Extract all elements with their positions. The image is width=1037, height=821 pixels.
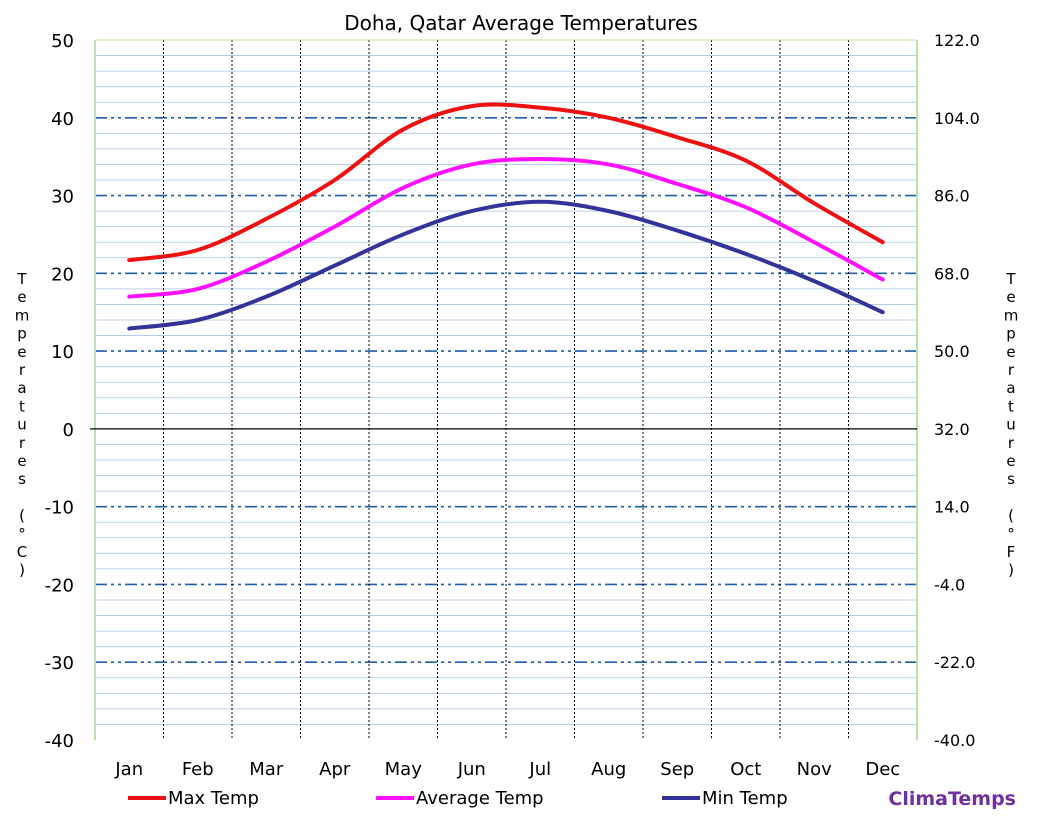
y-tick-label-left: 10 (51, 342, 74, 363)
y-tick-label-left: -30 (45, 653, 74, 674)
axis-label-char: ° (1007, 525, 1015, 543)
axis-label-char: e (17, 452, 26, 470)
axis-label-char: a (1006, 379, 1015, 397)
axis-label-char: m (15, 306, 30, 324)
y-tick-label-right: 32.0 (934, 420, 970, 439)
y-tick-label-right: 50.0 (934, 342, 970, 361)
axis-label-char: r (19, 434, 26, 452)
y-axis-right: 122.0 104.0 86.0 68.0 50.0 32.0 14.0 -4.0 -22.0 -… (934, 31, 980, 750)
y-tick-label-right: -4.0 (934, 575, 965, 594)
y-tick-label-right: 104.0 (934, 109, 980, 128)
axis-label-char: ( (19, 507, 25, 525)
x-tick-label: Jun (457, 759, 486, 780)
x-tick-label: Aug (591, 759, 626, 780)
y-tick-label-left: 50 (51, 31, 74, 52)
y-tick-label-left: -10 (45, 498, 74, 519)
axis-label-char: F (1007, 543, 1016, 561)
y-tick-label-left: -20 (45, 575, 74, 596)
y-tick-label-left: 30 (51, 187, 74, 208)
y-tick-label-left: 20 (51, 264, 74, 285)
y-tick-label-right: -22.0 (934, 653, 975, 672)
min-temp-line (127, 199, 885, 331)
x-tick-label: Feb (182, 759, 214, 780)
axis-label-char: r (19, 361, 26, 379)
x-tick-label: Apr (319, 759, 351, 780)
x-tick-label: Mar (249, 759, 284, 780)
average-temp-line (127, 157, 885, 299)
axis-label-char: s (18, 470, 26, 488)
y-axis-label-left: Temperatures(°C) (15, 270, 30, 579)
x-tick-label: Dec (865, 759, 900, 780)
axis-label-char: m (1004, 306, 1019, 324)
axis-label-char: t (19, 397, 25, 415)
x-axis: Jan Feb Mar Apr May Jun Jul Aug Sep Oct Nov Dec (114, 759, 900, 780)
x-tick-label: May (385, 759, 423, 780)
max-temp-line (127, 102, 885, 263)
y-tick-label-right: 14.0 (934, 498, 970, 517)
y-tick-label-right: 68.0 (934, 264, 970, 283)
y-tick-label-left: -40 (45, 731, 74, 752)
y-tick-label-left: 40 (51, 109, 74, 130)
chart-title: Doha, Qatar Average Temperatures (344, 11, 698, 35)
y-tick-label-left: 0 (63, 420, 74, 441)
axis-label-char: p (1006, 325, 1016, 343)
axis-label-char: u (1006, 416, 1016, 434)
axis-label-char: T (16, 270, 27, 288)
y-axis-left: 50 40 30 20 10 0 -10 -20 -30 -40 (45, 31, 74, 752)
axis-label-char: ° (18, 525, 26, 543)
legend: Max Temp Average Temp Min Temp (128, 788, 788, 809)
y-tick-label-right: 122.0 (934, 31, 980, 50)
x-tick-label: Oct (730, 759, 761, 780)
axis-label-char: C (17, 543, 27, 561)
x-tick-label: Sep (660, 759, 694, 780)
axis-label-char: r (1008, 361, 1015, 379)
axis-label-char: t (1008, 397, 1014, 415)
x-tick-label: Nov (797, 759, 832, 780)
y-tick-label-right: 86.0 (934, 187, 970, 206)
axis-label-char: ( (1008, 507, 1014, 525)
climatemps-brand: ClimaTemps (888, 788, 1016, 810)
axis-label-char: u (17, 416, 27, 434)
y-axis-label-right: Temperatures(°F) (1004, 270, 1019, 579)
plot-frame (90, 39, 918, 740)
axis-label-char: e (17, 343, 26, 361)
axis-label-char: ) (19, 561, 25, 579)
x-tick-label: Jan (114, 759, 143, 780)
x-tick-label: Jul (528, 759, 551, 780)
y-tick-label-right: -40.0 (934, 731, 975, 750)
axis-label-char: e (1006, 288, 1015, 306)
month-dividers (163, 40, 849, 740)
axis-label-char: r (1008, 434, 1015, 452)
average-temp-legend-label: Average Temp (416, 788, 544, 809)
max-temp-legend-label: Max Temp (168, 788, 259, 809)
axis-label-char: e (1006, 343, 1015, 361)
axis-label-char: T (1005, 270, 1016, 288)
axis-label-char: e (1006, 452, 1015, 470)
axis-label-char: p (17, 325, 27, 343)
axis-label-char: a (17, 379, 26, 397)
series-lines (127, 102, 885, 331)
axis-label-char: s (1007, 470, 1015, 488)
min-temp-legend-label: Min Temp (702, 788, 788, 809)
axis-label-char: ) (1008, 561, 1014, 579)
axis-label-char: e (17, 288, 26, 306)
